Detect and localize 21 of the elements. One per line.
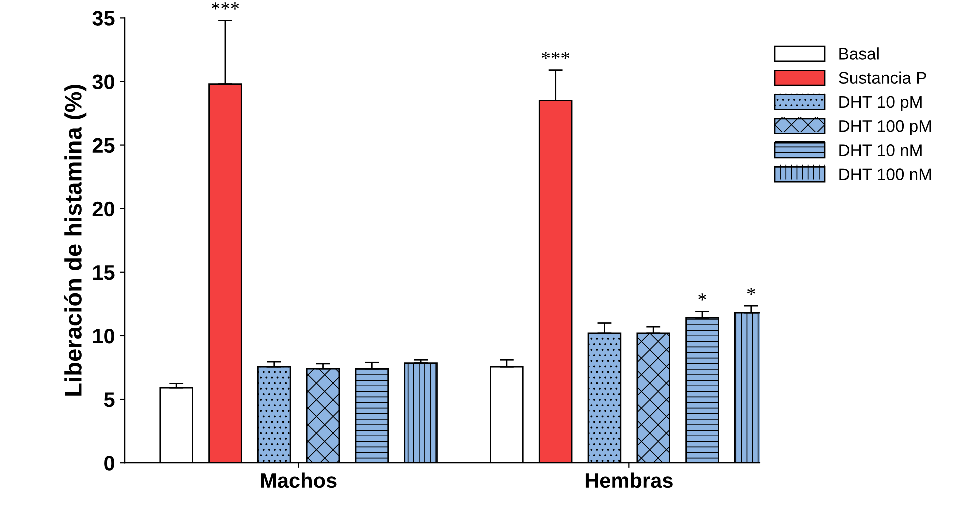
y-axis-title: Liberación de histamina (%) [64,85,87,396]
legend-label: DHT 100 pM [840,120,932,136]
y-tick-label: 25 [92,138,115,154]
legend-label: DHT 10 pM [840,96,922,112]
annotation: *** [542,52,570,60]
y-tick-label: 20 [92,202,114,217]
y-tick-label: 35 [92,11,115,26]
x-tick-label: Hembras [586,472,673,488]
y-tick-label: 10 [93,328,114,344]
legend-label: Basal [840,48,879,60]
y-tick-label: 15 [93,266,115,280]
legend-label: DHT 100 nM [840,168,932,180]
annotation: * [698,294,706,301]
y-tick-label: 5 [104,392,115,408]
legend-label: Sustancia P [839,72,926,84]
annotation: * [747,288,756,296]
y-tick-label: 0 [104,456,114,471]
x-tick-label: Machos [261,472,337,488]
y-tick-label: 30 [92,74,114,90]
text: *** [212,2,240,10]
legend-label: DHT 10 nM [840,144,922,156]
